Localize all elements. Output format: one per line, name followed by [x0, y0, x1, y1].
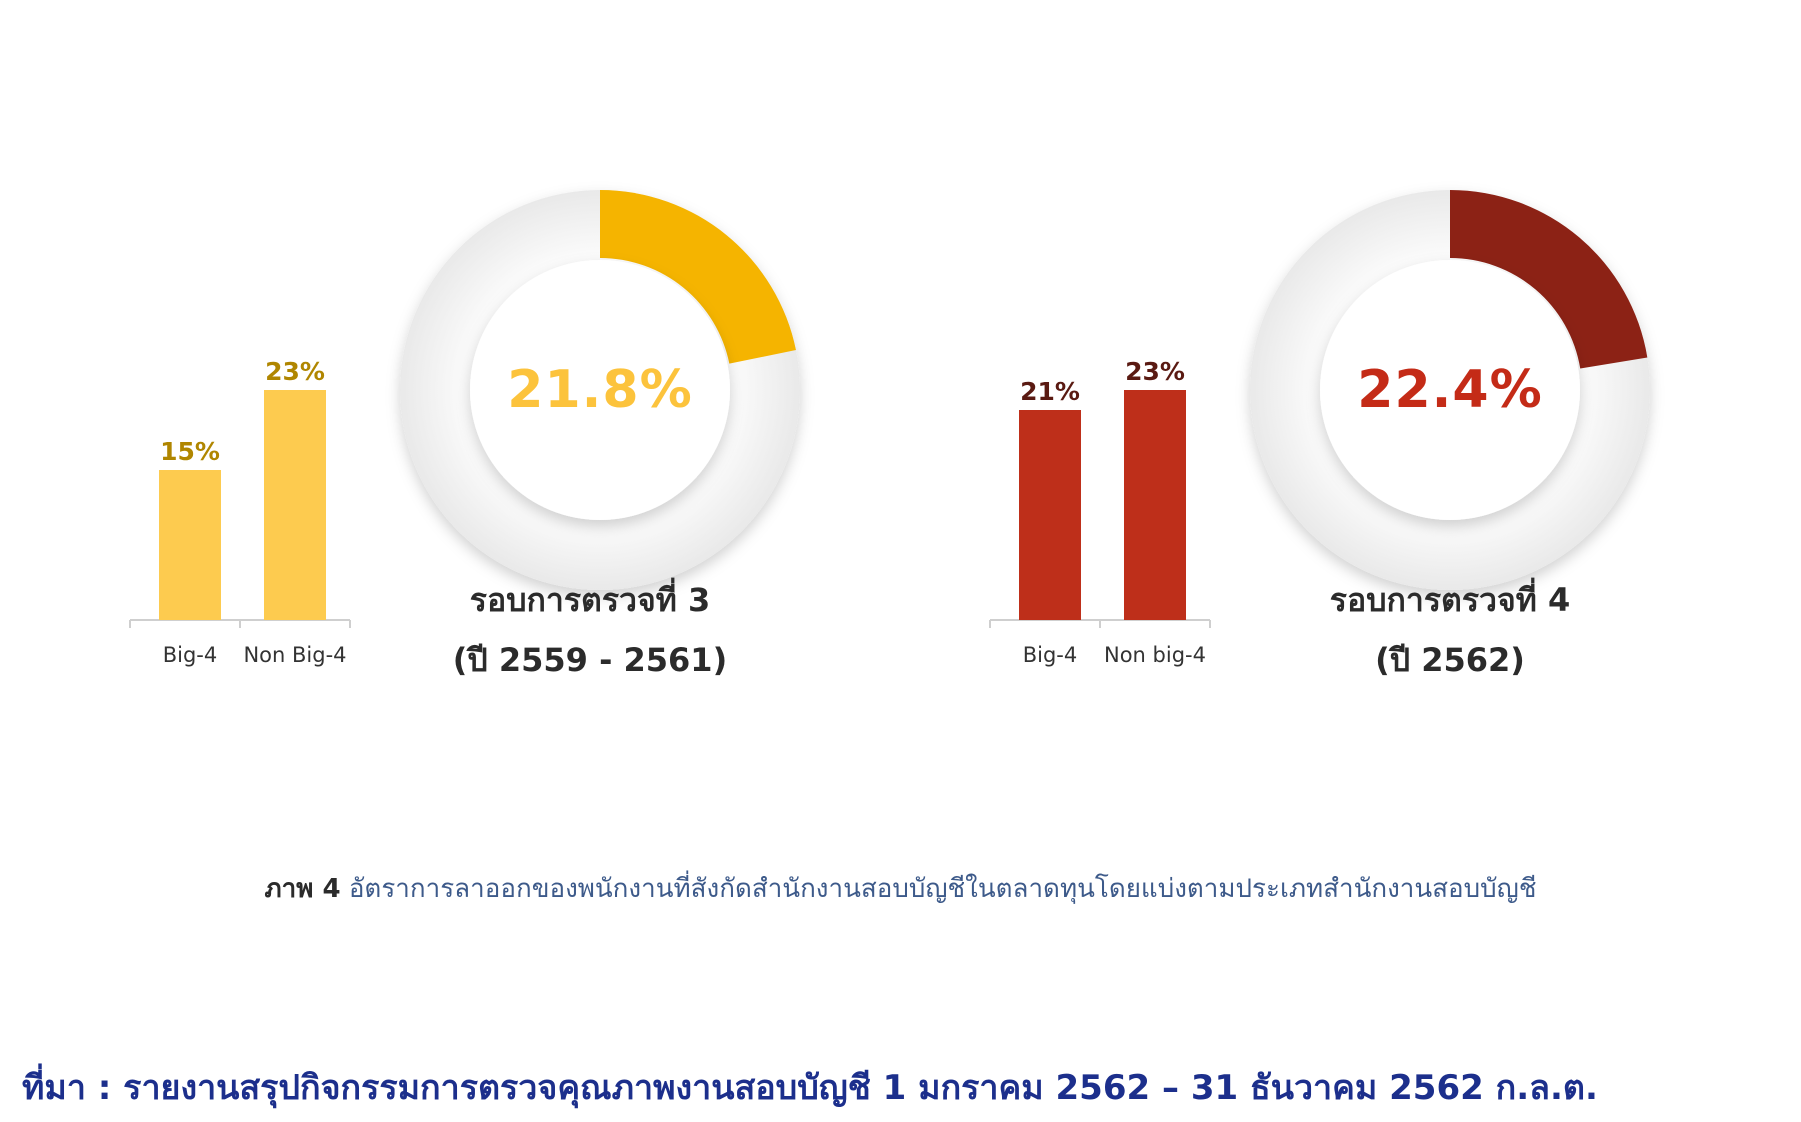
donut-chart-round-4: 22.4%: [1230, 170, 1670, 610]
bar-non-big-4: [1124, 390, 1186, 620]
round-title: รอบการตรวจที่ 4: [1329, 581, 1571, 619]
bar-value-label: 21%: [1020, 377, 1080, 406]
round-years: (ปี 2559 - 2561): [452, 641, 728, 679]
chart-panel-round-3: 15% Big-4 23% Non Big-4 21.8% รอบการตรวจที่…: [120, 170, 840, 790]
donut-value-label: 21.8%: [507, 360, 693, 420]
donut-svg: [1250, 190, 1650, 590]
donut-svg: [400, 190, 800, 590]
figure-caption: ภาพ 4 อัตราการลาออกของพนักงานที่สังกัดสำ…: [0, 868, 1801, 909]
donut-slice: [1450, 190, 1648, 369]
round-title: รอบการตรวจที่ 3: [469, 581, 711, 619]
bar-chart-svg: 15% Big-4 23% Non Big-4: [129, 357, 351, 667]
donut-value-label: 22.4%: [1357, 360, 1543, 420]
bar-chart-svg: 21% Big-4 23% Non big-4: [989, 357, 1211, 667]
bar-value-label: 23%: [1125, 357, 1185, 386]
round-label: รอบการตรวจที่ 3 (ปี 2559 - 2561): [420, 570, 760, 690]
bar-big-4: [159, 470, 221, 620]
round-years: (ปี 2562): [1375, 641, 1525, 679]
bar-chart-round-4: 21% Big-4 23% Non big-4: [980, 357, 1220, 680]
chart-panel-round-4: 21% Big-4 23% Non big-4 22.4% รอบการตรวจที่…: [980, 170, 1700, 790]
donut-chart-round-3: 21.8%: [380, 170, 820, 610]
donut-slice: [600, 190, 796, 364]
source-note: ที่มา : รายงานสรุปกิจกรรมการตรวจคุณภาพงา…: [22, 1068, 1598, 1108]
bar-category-label: Big-4: [1023, 643, 1078, 667]
bar-category-label: Big-4: [163, 643, 218, 667]
bar-category-label: Non big-4: [1104, 643, 1206, 667]
donut-hole: [470, 260, 730, 520]
bar-value-label: 23%: [265, 357, 325, 386]
caption-prefix: ภาพ 4: [264, 874, 341, 904]
round-label: รอบการตรวจที่ 4 (ปี 2562): [1280, 570, 1620, 690]
bar-chart-round-3: 15% Big-4 23% Non Big-4: [120, 357, 360, 680]
caption-text: อัตราการลาออกของพนักงานที่สังกัดสำนักงาน…: [348, 874, 1537, 904]
bar-big-4: [1019, 410, 1081, 620]
bar-non-big-4: [264, 390, 326, 620]
donut-hole: [1320, 260, 1580, 520]
bar-value-label: 15%: [160, 437, 220, 466]
bar-category-label: Non Big-4: [243, 643, 346, 667]
